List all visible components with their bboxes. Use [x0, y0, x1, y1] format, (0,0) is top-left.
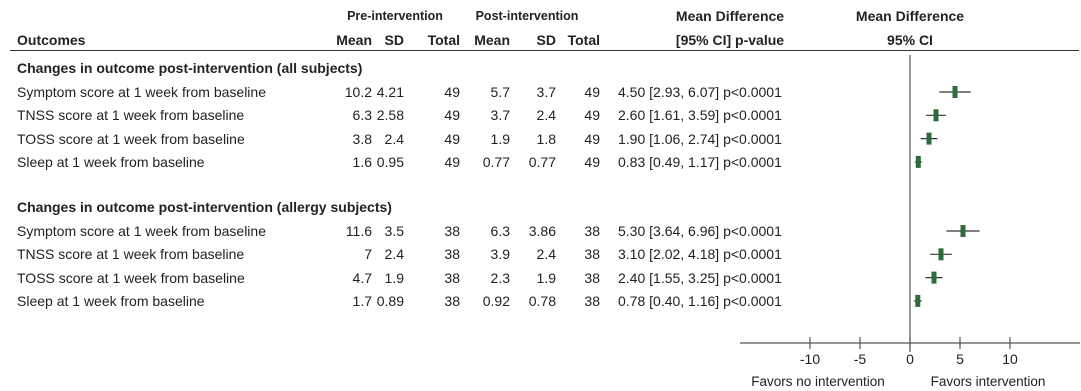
cell-effect: 2.40 [1.55, 3.25] p<0.0001: [618, 269, 782, 286]
row-label: Sleep at 1 week from baseline: [17, 292, 205, 309]
cell-pre-mean: 10.2: [344, 84, 372, 100]
effect-marker: [933, 109, 939, 122]
cell-post-sd: 0.78: [528, 292, 556, 309]
cell-post-total: 49: [584, 84, 600, 100]
cell-pre-total: 49: [444, 130, 460, 147]
header-post-mean: Mean: [474, 32, 510, 48]
footer-left-label: Favors no intervention: [751, 374, 885, 389]
header-mean-difference: Mean Difference: [675, 8, 785, 24]
cell-pre-total: 38: [444, 292, 460, 309]
cell-post-mean: 5.7: [490, 84, 510, 100]
section-title: Changes in outcome post-intervention (al…: [17, 60, 363, 76]
cell-pre-total: 49: [444, 153, 460, 170]
cell-pre-sd: 2.4: [384, 130, 404, 147]
cell-pre-total: 38: [444, 223, 460, 239]
cell-post-mean: 3.9: [490, 246, 510, 263]
row-label: TOSS score at 1 week from baseline: [17, 130, 245, 147]
effect-marker: [952, 86, 958, 98]
row-label: Symptom score at 1 week from baseline: [17, 223, 266, 239]
header-plot-subtitle: 95% CI: [887, 32, 933, 48]
cell-post-mean: 3.7: [490, 107, 510, 124]
cell-effect: 0.83 [0.49, 1.17] p<0.0001: [618, 153, 782, 170]
effect-marker: [915, 294, 921, 307]
cell-pre-total: 49: [444, 107, 460, 124]
cell-post-mean: 6.3: [490, 223, 510, 239]
header-pre-total: Total: [427, 32, 460, 48]
cell-pre-mean: 1.6: [352, 153, 372, 170]
row-label: TNSS score at 1 week from baseline: [17, 107, 245, 124]
cell-post-sd: 0.77: [528, 153, 556, 170]
cell-pre-mean: 1.7: [352, 292, 372, 309]
cell-post-mean: 1.9: [490, 130, 510, 147]
cell-effect: 3.10 [2.02, 4.18] p<0.0001: [618, 246, 782, 263]
cell-pre-mean: 3.8: [352, 130, 372, 147]
cell-post-total: 49: [584, 153, 600, 170]
cell-pre-total: 49: [444, 84, 460, 100]
cell-pre-sd: 3.5: [384, 223, 404, 239]
footer-right-label: Favors intervention: [930, 374, 1046, 389]
cell-post-sd: 3.7: [536, 84, 556, 100]
cell-pre-sd: 2.58: [376, 107, 404, 124]
x-axis-tick-label: -5: [854, 351, 867, 367]
cell-pre-sd: 1.9: [384, 269, 404, 286]
cell-post-sd: 1.9: [536, 269, 556, 286]
x-axis-tick-label: 5: [956, 351, 964, 367]
x-axis-tick-label: -10: [800, 351, 820, 367]
effect-marker: [960, 225, 966, 237]
section-title: Changes in outcome post-intervention (al…: [17, 199, 392, 215]
cell-post-total: 49: [584, 107, 600, 124]
header-pre-mean: Mean: [336, 32, 372, 48]
cell-effect: 2.60 [1.61, 3.59] p<0.0001: [618, 107, 782, 124]
cell-post-mean: 0.77: [482, 153, 510, 170]
cell-post-mean: 2.3: [490, 269, 510, 286]
cell-post-total: 38: [584, 223, 600, 239]
cell-effect: 0.78 [0.40, 1.16] p<0.0001: [618, 292, 782, 309]
cell-pre-total: 38: [444, 269, 460, 286]
cell-post-sd: 2.4: [536, 246, 556, 263]
cell-post-total: 49: [584, 130, 600, 147]
row-label: Sleep at 1 week from baseline: [17, 153, 205, 170]
cell-pre-sd: 2.4: [384, 246, 404, 263]
cell-pre-mean: 11.6: [345, 223, 372, 239]
header-outcomes: Outcomes: [17, 32, 86, 48]
header-pre-sd: SD: [384, 32, 404, 48]
effect-marker: [938, 248, 944, 261]
cell-effect: 5.30 [3.64, 6.96] p<0.0001: [618, 223, 782, 239]
cell-pre-mean: 4.7: [352, 269, 372, 286]
effect-marker: [931, 271, 937, 284]
x-axis-tick-label: 10: [1002, 351, 1018, 367]
row-label: TNSS score at 1 week from baseline: [17, 246, 245, 263]
cell-pre-sd: 0.95: [376, 153, 404, 170]
header-underline: [10, 50, 1079, 51]
effect-marker: [915, 155, 921, 168]
header-post-sd: SD: [536, 32, 556, 48]
cell-effect: 1.90 [1.06, 2.74] p<0.0001: [618, 130, 782, 147]
header-pre-intervention: Pre-intervention: [347, 9, 443, 23]
cell-pre-sd: 4.21: [376, 84, 404, 100]
header-post-intervention: Post-intervention: [475, 9, 579, 23]
row-label: TOSS score at 1 week from baseline: [17, 269, 245, 286]
cell-pre-sd: 0.89: [376, 292, 404, 309]
cell-post-sd: 1.8: [536, 130, 556, 147]
effect-marker: [926, 132, 932, 145]
cell-pre-total: 38: [444, 246, 460, 263]
cell-pre-mean: 6.3: [352, 107, 372, 124]
row-label: Symptom score at 1 week from baseline: [17, 84, 266, 100]
cell-post-total: 38: [584, 292, 600, 309]
cell-post-sd: 3.86: [528, 223, 556, 239]
header-post-total: Total: [567, 32, 600, 48]
cell-post-sd: 2.4: [536, 107, 556, 124]
header-ci-pvalue: [95% CI] p-value: [675, 32, 785, 48]
cell-effect: 4.50 [2.93, 6.07] p<0.0001: [618, 84, 782, 100]
cell-post-mean: 0.92: [482, 292, 510, 309]
x-axis-tick-label: 0: [906, 351, 914, 367]
cell-pre-mean: 7: [364, 246, 372, 263]
cell-post-total: 38: [584, 246, 600, 263]
cell-post-total: 38: [584, 269, 600, 286]
header-plot-title: Mean Difference: [855, 8, 965, 24]
